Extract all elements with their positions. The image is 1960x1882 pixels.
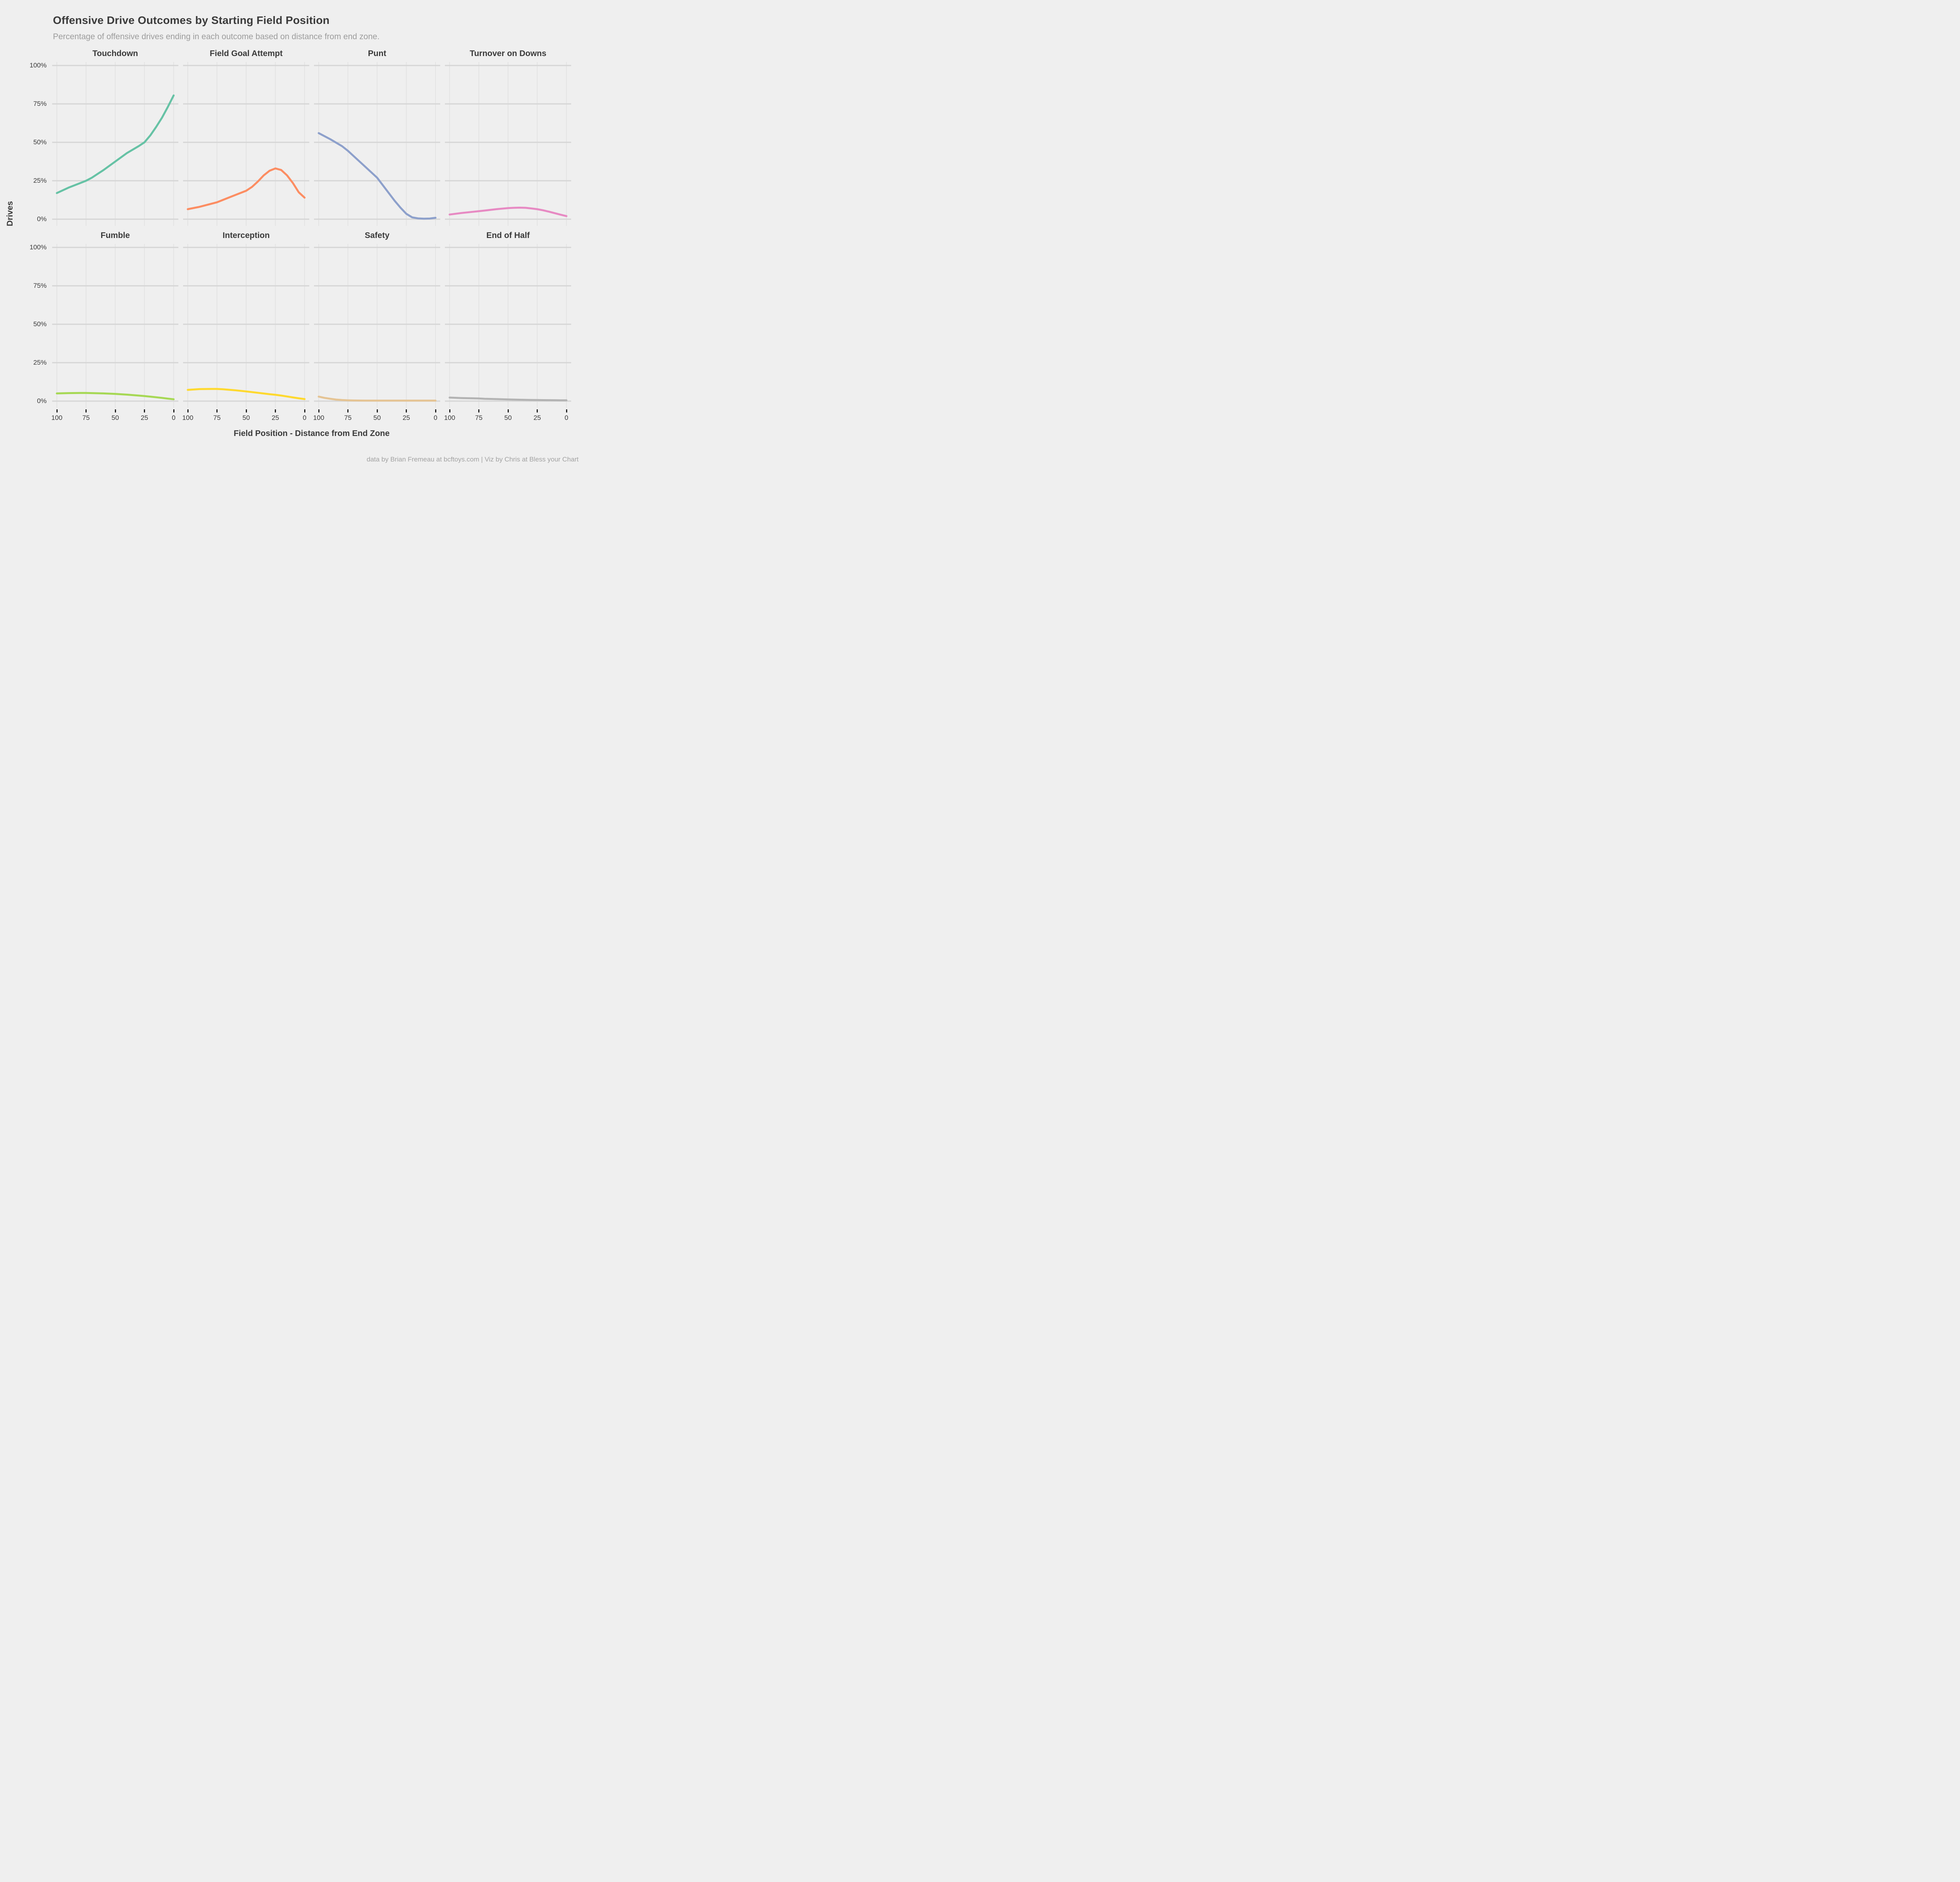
facet-panel — [52, 243, 178, 409]
facet: End of Half — [445, 230, 571, 409]
y-tick-label: 0% — [37, 397, 47, 405]
y-tick-label: 0% — [37, 215, 47, 223]
facet: Safety — [314, 230, 440, 409]
trend-line — [448, 396, 568, 401]
facet-panel — [52, 61, 178, 227]
chart-subtitle: Percentage of offensive drives ending in… — [53, 32, 380, 41]
x-axis-spacer — [0, 409, 52, 427]
trend-line — [448, 207, 568, 217]
x-tick-mark — [304, 409, 305, 412]
x-tick-mark — [216, 409, 218, 412]
facet-panel — [445, 243, 571, 409]
x-axis: 100 75 50 25 0 100 75 50 25 0 100 75 50 25 0 100 75 50 25 0 — [0, 409, 588, 427]
y-tick-label: 50% — [33, 320, 47, 328]
x-tick-label: 100 — [313, 414, 325, 421]
facet-grid: Drives 100% 75% 50% 25% 0% Touchdown Field Goa… — [0, 48, 588, 438]
x-tick-label: 25 — [403, 414, 410, 421]
x-tick-mark — [173, 409, 174, 412]
facet-title: Field Goal Attempt — [210, 49, 283, 58]
x-tick-label: 0 — [172, 414, 176, 421]
facet-title: Turnover on Downs — [470, 49, 546, 58]
x-tick-label: 25 — [141, 414, 148, 421]
x-tick-label: 75 — [213, 414, 221, 421]
x-tick-mark — [507, 409, 509, 412]
facet-row: 100% 75% 50% 25% 0% Fumble Interception Safety E… — [0, 230, 588, 409]
x-tick-mark — [376, 409, 378, 412]
x-tick-label: 100 — [51, 414, 63, 421]
x-tick-label: 100 — [182, 414, 194, 421]
x-tick-mark — [114, 409, 116, 412]
x-tick-label: 0 — [434, 414, 437, 421]
x-tick-mark — [187, 409, 189, 412]
y-axis-labels: 100% 75% 50% 25% 0% — [0, 230, 52, 409]
trend-line — [187, 388, 306, 400]
facet-panel — [314, 61, 440, 227]
facet-title: Punt — [368, 49, 387, 58]
x-tick-mark — [245, 409, 247, 412]
x-tick-label: 50 — [242, 414, 250, 421]
x-tick-mark — [566, 409, 567, 412]
y-tick-label: 100% — [29, 62, 47, 69]
facet-title: Touchdown — [92, 49, 138, 58]
x-tick-mark — [56, 409, 58, 412]
x-tick-label: 50 — [373, 414, 381, 421]
y-axis-labels: 100% 75% 50% 25% 0% — [0, 48, 52, 227]
y-tick-label: 25% — [33, 177, 47, 184]
trend-line — [318, 132, 437, 220]
facet-title: Fumble — [100, 231, 130, 240]
x-axis-cell: 100 75 50 25 0 — [313, 409, 440, 427]
facet-panel — [314, 243, 440, 409]
x-tick-mark — [406, 409, 407, 412]
trend-line — [187, 167, 306, 210]
y-tick-label: 100% — [29, 243, 47, 251]
x-axis-cell: 100 75 50 25 0 — [182, 409, 309, 427]
x-tick-mark — [144, 409, 145, 412]
x-axis-title: Field Position - Distance from End Zone — [234, 429, 390, 438]
x-tick-label: 25 — [534, 414, 541, 421]
y-tick-label: 75% — [33, 282, 47, 289]
x-tick-label: 0 — [303, 414, 307, 421]
trend-line — [318, 396, 437, 402]
facet-row: 100% 75% 50% 25% 0% Touchdown Field Goal Attem… — [0, 48, 588, 227]
y-tick-label: 50% — [33, 138, 47, 146]
facet-rows: 100% 75% 50% 25% 0% Touchdown Field Goal Attem… — [0, 48, 588, 409]
facet-title: Interception — [222, 231, 270, 240]
facet: Field Goal Attempt — [183, 48, 309, 227]
x-tick-mark — [449, 409, 450, 412]
facet: Interception — [183, 230, 309, 409]
x-tick-label: 75 — [344, 414, 352, 421]
trend-line — [56, 94, 175, 194]
y-tick-label: 25% — [33, 359, 47, 366]
chart-title: Offensive Drive Outcomes by Starting Fie… — [53, 14, 330, 26]
x-axis-cell: 100 75 50 25 0 — [51, 409, 178, 427]
x-tick-label: 50 — [504, 414, 512, 421]
x-tick-label: 100 — [444, 414, 456, 421]
facet-panel — [183, 61, 309, 227]
x-tick-mark — [275, 409, 276, 412]
facet: Touchdown — [52, 48, 178, 227]
x-tick-label: 50 — [111, 414, 119, 421]
x-axis-cell: 100 75 50 25 0 — [444, 409, 571, 427]
x-tick-mark — [537, 409, 538, 412]
facet-panel — [445, 61, 571, 227]
facet-title: Safety — [365, 231, 390, 240]
x-tick-mark — [318, 409, 319, 412]
x-tick-label: 25 — [272, 414, 279, 421]
x-tick-label: 75 — [475, 414, 483, 421]
x-tick-mark — [478, 409, 479, 412]
x-tick-mark — [85, 409, 87, 412]
facet-title: End of Half — [486, 231, 530, 240]
x-tick-label: 0 — [564, 414, 568, 421]
chart-page: Offensive Drive Outcomes by Starting Fie… — [0, 0, 588, 470]
facet: Punt — [314, 48, 440, 227]
trend-line — [56, 392, 175, 400]
facet-panel — [183, 243, 309, 409]
x-tick-mark — [435, 409, 436, 412]
x-tick-label: 75 — [82, 414, 90, 421]
x-tick-mark — [347, 409, 348, 412]
facet: Fumble — [52, 230, 178, 409]
y-tick-label: 75% — [33, 100, 47, 107]
facet: Turnover on Downs — [445, 48, 571, 227]
credit-footer: data by Brian Fremeau at bcftoys.com | V… — [367, 456, 579, 463]
